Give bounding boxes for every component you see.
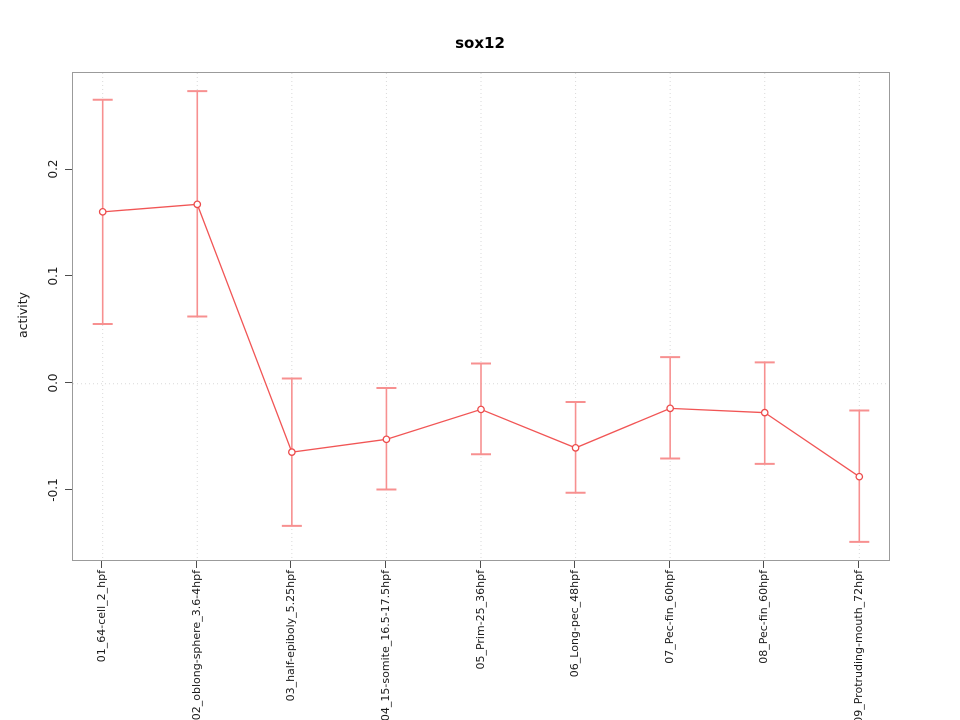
- x-tick-mark: [101, 561, 103, 568]
- x-tick-mark: [763, 561, 765, 568]
- data-point: [666, 404, 675, 413]
- x-tick-mark: [384, 561, 386, 568]
- x-tick-mark: [574, 561, 576, 568]
- data-point: [477, 405, 485, 414]
- x-tick-mark: [195, 561, 197, 568]
- x-tick-mark: [668, 561, 670, 568]
- y-tick-mark: [65, 275, 72, 277]
- chart-title: sox12: [455, 34, 505, 52]
- x-tick-mark: [857, 561, 859, 568]
- y-tick-mark: [65, 382, 72, 384]
- x-tick-mark: [290, 561, 292, 568]
- y-tick-mark: [65, 489, 72, 491]
- x-tick-mark: [479, 561, 481, 568]
- plot-canvas: [73, 73, 889, 560]
- y-tick-mark: [65, 168, 72, 170]
- data-point: [760, 408, 769, 417]
- data-point: [193, 200, 202, 209]
- data-point: [98, 207, 107, 216]
- data-point: [571, 444, 580, 452]
- data-point: [855, 472, 864, 481]
- plot-area: [72, 72, 890, 561]
- data-point: [288, 448, 296, 456]
- data-point: [382, 435, 391, 444]
